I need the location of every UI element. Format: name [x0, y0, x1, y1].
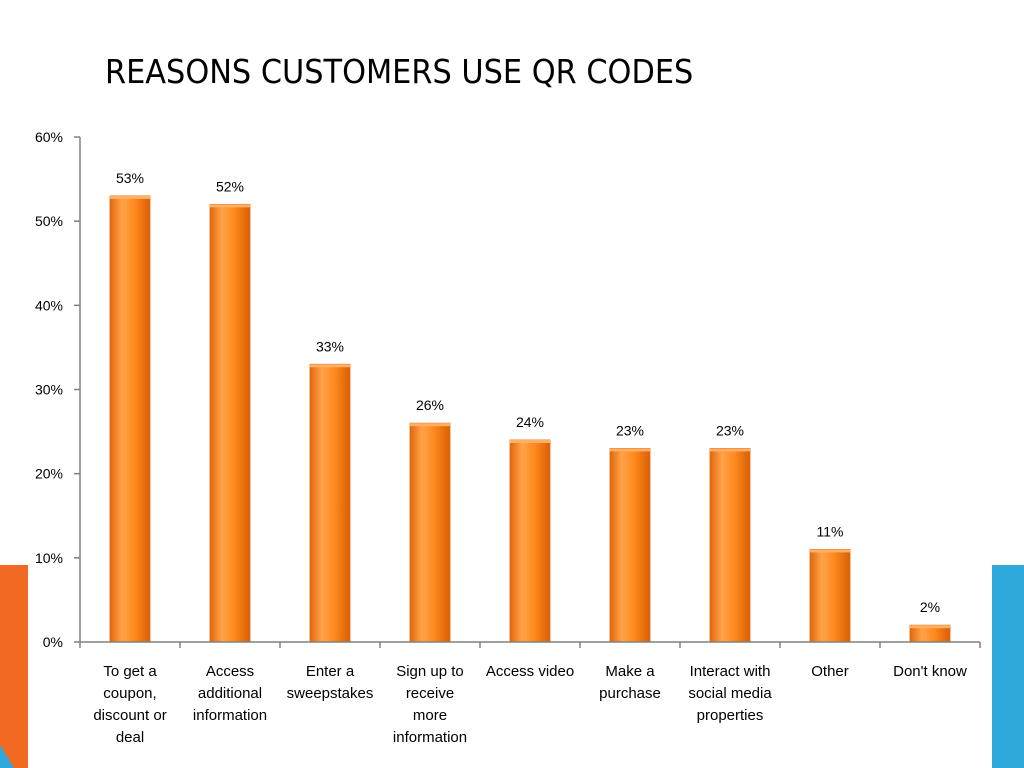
x-tick-label-line: deal — [116, 729, 144, 746]
y-tick-label: 60% — [35, 129, 63, 145]
x-tick-label-line: Access — [206, 663, 254, 680]
bar-cap — [210, 204, 250, 208]
bar-cap — [610, 448, 650, 452]
x-tick-label: Make a purchase — [599, 663, 661, 702]
bar — [709, 448, 751, 643]
x-tick-label-line: Enter a — [306, 663, 355, 680]
x-tick-label-line: coupon, — [103, 685, 156, 702]
bar-cap — [810, 549, 850, 553]
bar-cap — [110, 195, 150, 199]
x-tick-label-line: sweepstakes — [287, 685, 374, 702]
x-tick-label-line: Sign up to — [396, 663, 464, 680]
y-axis: 0% 10% 20% 30% 40% 50% 60% — [35, 129, 81, 650]
bar — [409, 422, 451, 643]
x-tick-label: Don't know — [893, 663, 967, 680]
x-tick-label: Access additional information — [193, 663, 267, 724]
x-tick-label-line: purchase — [599, 685, 661, 702]
data-label: 11% — [817, 523, 844, 539]
data-label: 26% — [416, 397, 444, 413]
x-tick-label-line: Make a — [605, 663, 655, 680]
x-axis: To get a coupon, discount or deal Access addi… — [79, 641, 981, 746]
y-tick-label: 0% — [43, 634, 63, 650]
y-tick-label: 30% — [35, 382, 63, 398]
bar-cap — [310, 364, 350, 368]
data-label: 24% — [516, 414, 544, 430]
x-tick-label-line: Interact with — [690, 663, 771, 680]
x-tick-label-line: properties — [697, 707, 764, 724]
data-label: 52% — [216, 178, 244, 194]
x-tick-label: Sign up to receive more information — [393, 663, 467, 746]
y-tick-label: 40% — [35, 297, 63, 313]
x-tick-label-line: Access video — [486, 663, 574, 680]
bar — [109, 195, 151, 643]
x-tick-label-line: information — [393, 729, 467, 746]
bar — [609, 448, 651, 643]
bars — [109, 195, 951, 643]
y-tick-label: 20% — [35, 466, 63, 482]
x-tick-label-line: receive — [406, 685, 454, 702]
x-tick-label: Other — [811, 663, 849, 680]
bar-cap — [510, 440, 550, 443]
bar — [309, 363, 351, 643]
right-accent-bar — [992, 565, 1024, 768]
left-accent-bar — [0, 565, 28, 768]
x-tick-label: To get a coupon, discount or deal — [93, 663, 166, 746]
y-tick-label: 10% — [35, 550, 63, 566]
bar — [509, 439, 551, 643]
x-tick-label: Access video — [486, 663, 574, 680]
data-label: 33% — [316, 338, 344, 354]
y-tick-label: 50% — [35, 213, 63, 229]
slide-title: REASONS CUSTOMERS USE QR CODES — [105, 52, 694, 91]
x-tick-label-line: more — [413, 707, 447, 724]
x-tick-label-line: discount or — [93, 707, 166, 724]
x-tick-label: Enter a sweepstakes — [287, 663, 374, 702]
x-tick-label-line: information — [193, 707, 267, 724]
x-tick-label-line: Other — [811, 663, 849, 680]
bar — [809, 549, 851, 643]
bar-cap — [910, 625, 950, 629]
data-label: 53% — [116, 170, 144, 186]
bar — [209, 203, 251, 643]
data-label: 23% — [616, 422, 644, 438]
data-labels: 53% 52% 33% 26% 24% 23% 23% 11% 2% — [116, 170, 940, 615]
data-label: 2% — [920, 599, 940, 615]
data-label: 23% — [716, 422, 744, 438]
x-tick-label: Interact with social media properties — [688, 663, 772, 724]
bar-cap — [410, 423, 450, 427]
bar-cap — [710, 448, 750, 452]
x-tick-label-line: To get a — [103, 663, 157, 680]
x-tick-label-line: social media — [688, 685, 772, 702]
x-tick-label-line: Don't know — [893, 663, 967, 680]
x-tick-label-line: additional — [198, 685, 262, 702]
